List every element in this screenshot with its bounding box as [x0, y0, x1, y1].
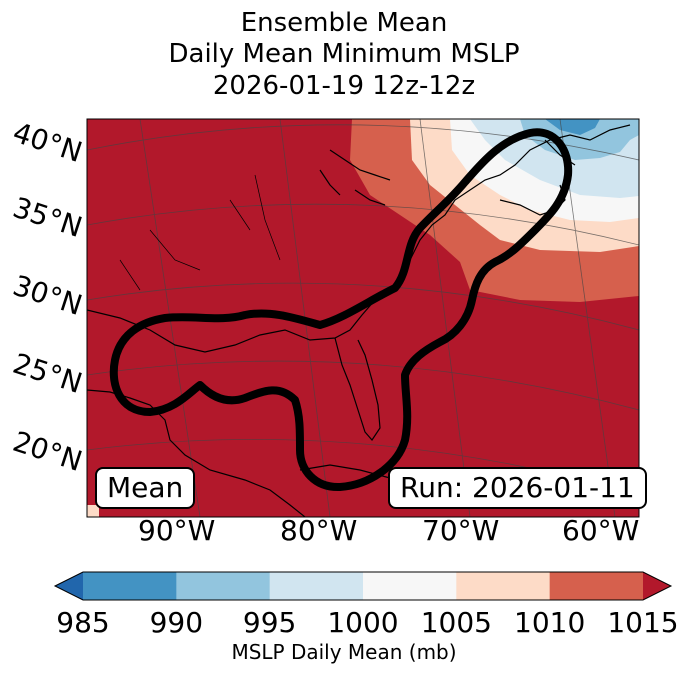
lon-label-80w: 80°W: [280, 514, 358, 547]
mslp-band-985: [545, 119, 600, 135]
colorbar-tick-995: 995: [242, 606, 297, 639]
mslp-corner-patch: [87, 505, 99, 517]
title-line-1: Ensemble Mean: [240, 8, 448, 38]
colorbar-cells: [83, 572, 644, 600]
lon-label-60w: 60°W: [562, 514, 640, 547]
colorbar-tick-1010: 1010: [514, 606, 586, 639]
colorbar-cell-1005: [456, 572, 551, 600]
great-lakes: [319, 149, 391, 206]
colorbar-cell-995: [269, 572, 364, 600]
run-date-box: Run: 2026-01-11: [388, 467, 647, 509]
lon-label-70w: 70°W: [422, 514, 500, 547]
meridian-70w: [419, 119, 471, 517]
colorbar-outline: [53, 571, 673, 601]
colorbar-extend-low: [55, 572, 83, 600]
contour-outline: [109, 128, 573, 491]
colorbar-tick-1005: 1005: [420, 606, 492, 639]
parallel-25n: [87, 360, 639, 411]
mexico-coastline: [87, 389, 306, 517]
colorbar-cell-1010: [549, 572, 644, 600]
colorbar: [53, 571, 673, 601]
colorbar-cell-1000: [363, 572, 457, 600]
title-line-2: Daily Mean Minimum MSLP: [168, 39, 520, 69]
map-frame: [86, 118, 640, 518]
colorbar-tick-990: 990: [149, 606, 204, 639]
state-borders: [119, 174, 281, 291]
colorbar-label: MSLP Daily Mean (mb): [231, 640, 457, 664]
colorbar-tick-985: 985: [56, 606, 110, 639]
colorbar-tick-1015: 1015: [607, 606, 679, 639]
lon-label-90w: 90°W: [138, 514, 216, 547]
colorbar-extend-high: [643, 572, 671, 600]
mean-label-box: Mean: [95, 467, 196, 509]
parallel-30n: [87, 282, 639, 331]
parallel-35n: [87, 203, 639, 246]
colorbar-cell-985: [83, 572, 177, 600]
florida-outline: [334, 337, 381, 441]
title-line-3: 2026-01-19 12z-12z: [212, 71, 476, 101]
colorbar-tick-1000: 1000: [327, 606, 399, 639]
mslp-band-990: [520, 119, 639, 160]
colorbar-cell-990: [176, 572, 271, 600]
